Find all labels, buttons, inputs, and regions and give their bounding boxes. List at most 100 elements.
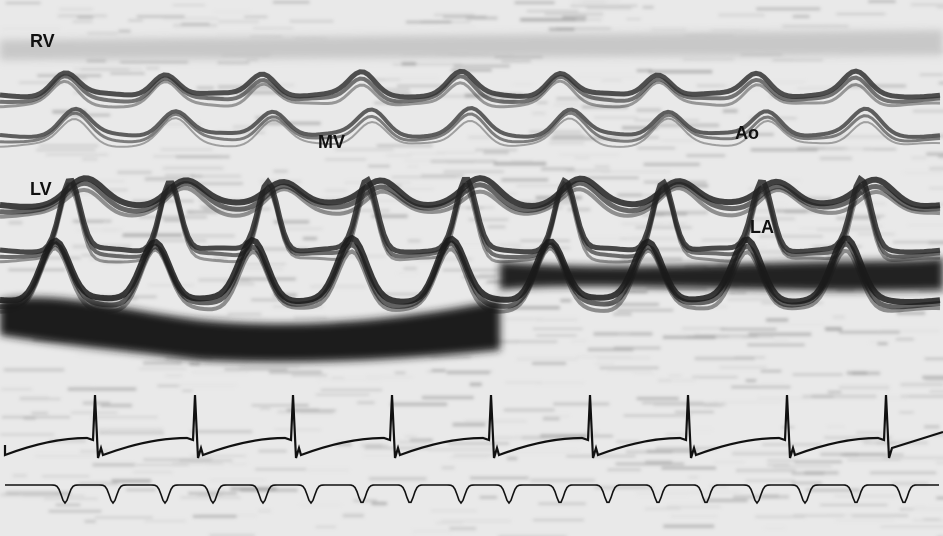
speckle xyxy=(80,68,130,71)
speckle xyxy=(413,529,453,534)
speckle xyxy=(646,450,698,453)
speckle xyxy=(896,311,926,315)
speckle xyxy=(504,318,543,320)
speckle xyxy=(903,507,943,511)
speckle xyxy=(227,312,262,316)
speckle xyxy=(924,358,943,360)
speckle xyxy=(501,178,549,182)
speckle xyxy=(895,338,914,341)
speckle xyxy=(376,144,433,147)
speckle xyxy=(675,411,714,413)
speckle xyxy=(255,468,307,471)
speckle xyxy=(775,209,827,213)
speckle xyxy=(87,32,118,35)
speckle xyxy=(619,237,683,241)
speckle xyxy=(443,15,487,18)
speckle xyxy=(280,84,295,87)
speckle xyxy=(651,28,686,31)
speckle xyxy=(623,414,691,417)
speckle xyxy=(666,505,722,509)
speckle xyxy=(193,210,252,213)
speckle xyxy=(120,60,189,63)
speckle xyxy=(397,84,450,87)
phono-trace xyxy=(5,484,939,505)
speckle xyxy=(190,430,253,434)
speckle xyxy=(181,23,210,26)
speckle xyxy=(805,488,861,492)
speckle xyxy=(616,309,674,312)
speckle xyxy=(570,5,638,7)
speckle xyxy=(622,222,687,226)
rv-wall xyxy=(0,68,941,100)
speckle xyxy=(230,267,284,270)
speckle xyxy=(135,464,189,466)
speckle xyxy=(34,256,81,260)
speckle xyxy=(661,466,717,470)
speckle xyxy=(538,502,586,505)
speckle xyxy=(757,396,810,400)
speckle xyxy=(532,328,583,330)
speckle xyxy=(869,341,881,343)
speckle xyxy=(3,368,65,372)
speckle xyxy=(94,516,153,519)
speckle xyxy=(315,526,336,528)
speckle xyxy=(688,476,699,478)
speckle xyxy=(760,369,782,373)
speckle xyxy=(566,455,636,457)
speckle xyxy=(192,515,237,518)
speckle xyxy=(98,427,164,431)
speckle xyxy=(891,481,930,485)
speckle xyxy=(792,15,810,18)
speckle xyxy=(247,247,309,251)
speckle xyxy=(434,13,475,16)
speckle xyxy=(466,16,498,20)
speckle xyxy=(621,126,658,130)
speckle xyxy=(732,451,799,456)
speckle xyxy=(1,27,62,30)
speckle xyxy=(285,227,323,230)
speckle xyxy=(756,7,821,11)
speckle xyxy=(829,514,893,516)
speckle xyxy=(318,377,382,382)
speckle xyxy=(642,5,654,9)
speckle xyxy=(144,177,189,181)
speckle xyxy=(436,521,464,525)
septum xyxy=(0,117,941,148)
speckle xyxy=(250,35,283,38)
speckle xyxy=(658,379,672,382)
speckle xyxy=(251,298,281,302)
speckle xyxy=(19,396,50,401)
speckle xyxy=(577,76,636,79)
speckle xyxy=(536,317,578,322)
speckle xyxy=(233,91,285,95)
speckle xyxy=(919,73,943,76)
speckle xyxy=(128,19,144,22)
speckle xyxy=(48,510,102,513)
speckle xyxy=(165,123,201,126)
speckle xyxy=(428,449,497,451)
speckle xyxy=(900,383,943,387)
speckle xyxy=(839,330,900,334)
speckle xyxy=(825,147,872,151)
speckle xyxy=(407,239,421,243)
speckle xyxy=(938,155,943,158)
speckle xyxy=(836,13,886,15)
speckle xyxy=(160,148,213,151)
speckle xyxy=(404,435,418,439)
speckle xyxy=(636,69,652,72)
speckle xyxy=(253,27,294,29)
speckle xyxy=(162,17,219,20)
speckle xyxy=(794,460,842,463)
speckle xyxy=(315,393,370,396)
speckle xyxy=(0,493,55,497)
speckle xyxy=(827,390,842,394)
speckle xyxy=(668,374,682,377)
speckle xyxy=(918,289,943,293)
speckle xyxy=(190,455,246,457)
speckle xyxy=(720,328,777,331)
speckle xyxy=(553,104,586,107)
speckle xyxy=(924,425,940,429)
speckle xyxy=(773,464,832,468)
speckle xyxy=(224,282,255,286)
speckle xyxy=(110,72,145,75)
